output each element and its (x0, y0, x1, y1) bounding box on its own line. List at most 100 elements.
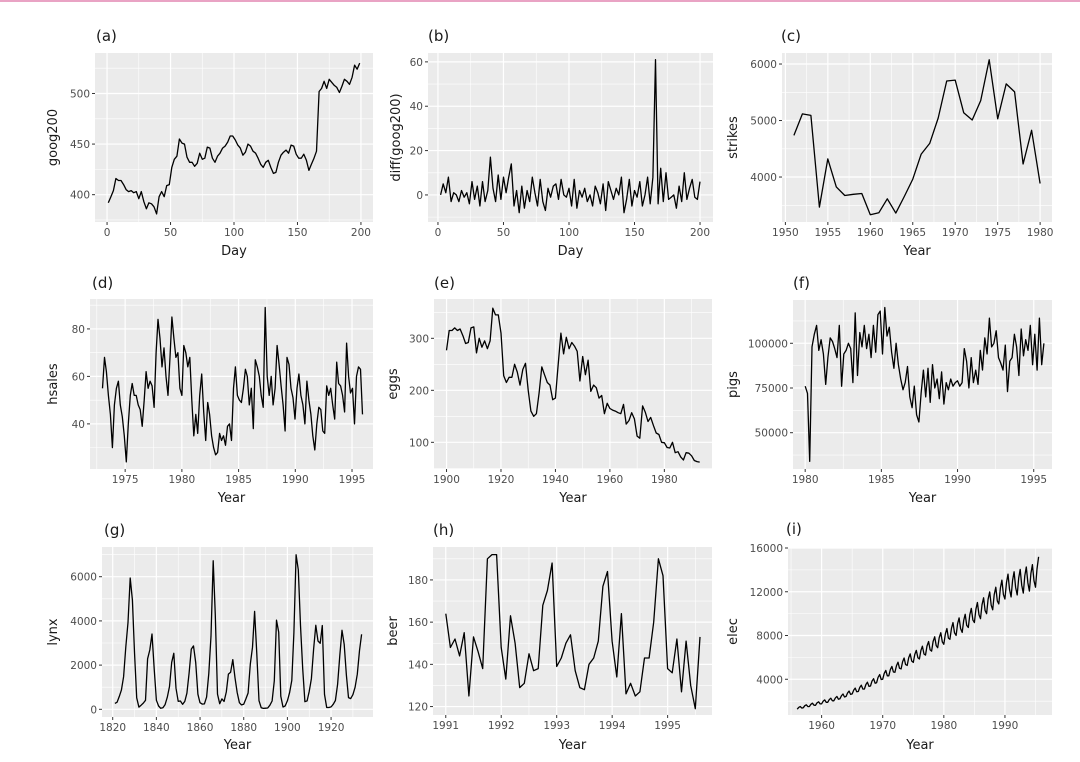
x-tick-label: 100 (224, 227, 244, 239)
x-axis-title: Year (217, 491, 246, 506)
series-line-beer (445, 553, 701, 710)
x-tick-label: 0 (104, 227, 111, 239)
x-axis-title: Year (905, 738, 934, 753)
x-tick-label: 50 (497, 227, 510, 239)
y-tick-label: 0 (416, 190, 423, 202)
y-axis-title: pigs (726, 371, 741, 398)
series-line-pigs (804, 306, 1045, 462)
x-tick-label: 1985 (868, 474, 895, 486)
y-tick-label: 300 (409, 333, 429, 345)
y-tick-label: 75000 (755, 383, 788, 395)
x-tick-label: 1820 (99, 722, 126, 734)
y-tick-label: 2000 (70, 660, 97, 672)
panel-label: (e) (434, 274, 455, 292)
x-tick-label: 1950 (772, 227, 799, 239)
y-tick-label: 4000 (750, 172, 777, 184)
x-tick-label: 150 (287, 227, 307, 239)
y-tick-label: 12000 (750, 587, 783, 599)
x-tick-label: 1965 (899, 227, 926, 239)
x-tick-label: 1985 (225, 474, 252, 486)
panel-label: (c) (781, 27, 801, 45)
series-line-eggs (445, 307, 700, 463)
x-tick-label: 1980 (1027, 227, 1054, 239)
x-tick-label: 150 (624, 227, 644, 239)
x-axis-title: Day (221, 244, 247, 259)
panel-e: 1900 1920 1940 1960 1980 100 200 300 (e) Year eggs (386, 274, 712, 506)
x-tick-label: 100 (559, 227, 579, 239)
x-tick-label: 1990 (992, 720, 1019, 732)
x-tick-label: 1940 (542, 474, 569, 486)
top-border (0, 0, 1080, 2)
x-axis-title: Year (223, 738, 252, 753)
y-tick-label: 60 (410, 57, 423, 69)
series-line-diff-goog200- (439, 59, 701, 214)
x-tick-label: 1970 (869, 720, 896, 732)
panel-g: 1820 1840 1860 1880 1900 1920 0 2000 4000 6000 (g)… (46, 521, 373, 753)
x-tick-label: 1920 (318, 722, 345, 734)
series-line-elec (796, 556, 1040, 710)
y-tick-label: 100 (409, 437, 429, 449)
panel-a: 0 50 100 150 200 400 450 500 (a) Day goog200 (46, 27, 373, 259)
x-tick-label: 1975 (984, 227, 1011, 239)
y-tick-label: 500 (70, 88, 90, 100)
x-tick-label: 1994 (599, 720, 626, 732)
panel-i: 1960 1970 1980 1990 4000 8000 12000 16000(i) Yea… (726, 520, 1052, 753)
x-tick-label: 1960 (597, 474, 624, 486)
y-axis-title: elec (726, 618, 741, 645)
x-tick-label: 200 (690, 227, 710, 239)
y-tick-label: 6000 (750, 59, 777, 71)
y-tick-label: 4000 (756, 674, 783, 686)
x-tick-label: 1840 (143, 722, 170, 734)
panel-h: 1991 1992 1993 1994 1995 120 140 160 180 (h) Year b… (386, 521, 712, 753)
plot-background (434, 299, 712, 469)
y-tick-label: 4000 (70, 616, 97, 628)
y-tick-label: 40 (72, 419, 85, 431)
x-axis-title: Year (902, 244, 931, 259)
x-axis-title: Year (558, 738, 587, 753)
series-line-goog200 (107, 62, 361, 215)
y-tick-label: 40 (410, 101, 423, 113)
x-tick-label: 1900 (274, 722, 301, 734)
panel-f: 1980 1985 1990 1995 50000 75000 100000 (f) Year p… (726, 274, 1052, 506)
plot-background (102, 547, 373, 717)
x-tick-label: 1920 (488, 474, 515, 486)
y-tick-label: 80 (72, 324, 85, 336)
panel-label: (a) (96, 27, 117, 45)
series-line-strikes (793, 59, 1041, 216)
y-tick-label: 5000 (750, 116, 777, 128)
x-tick-label: 200 (351, 227, 371, 239)
x-tick-label: 1960 (857, 227, 884, 239)
x-tick-label: 1955 (814, 227, 841, 239)
x-tick-label: 1980 (651, 474, 678, 486)
y-tick-label: 16000 (750, 543, 783, 555)
x-tick-label: 1991 (432, 720, 459, 732)
y-tick-label: 140 (408, 659, 428, 671)
y-tick-label: 120 (408, 702, 428, 714)
y-tick-label: 400 (70, 190, 90, 202)
y-tick-label: 60 (72, 371, 85, 383)
x-tick-label: 1880 (230, 722, 257, 734)
x-tick-label: 0 (435, 227, 442, 239)
x-tick-label: 1900 (433, 474, 460, 486)
series-line-lynx (114, 554, 363, 710)
y-axis-title: eggs (386, 368, 401, 400)
x-tick-label: 1993 (543, 720, 570, 732)
panel-label: (i) (786, 520, 802, 538)
y-axis-title: lynx (46, 618, 61, 646)
x-tick-label: 1980 (169, 474, 196, 486)
y-tick-label: 450 (70, 139, 90, 151)
y-tick-label: 160 (408, 617, 428, 629)
x-axis-title: Year (558, 491, 587, 506)
x-tick-label: 1995 (1020, 474, 1047, 486)
panel-label: (d) (92, 274, 113, 292)
x-tick-label: 1860 (187, 722, 214, 734)
y-axis-title: goog200 (46, 109, 61, 166)
panel-label: (f) (793, 274, 810, 292)
panel-label: (g) (104, 521, 125, 539)
x-axis-title: Year (908, 491, 937, 506)
x-tick-label: 1960 (808, 720, 835, 732)
x-tick-label: 1970 (942, 227, 969, 239)
x-tick-label: 1980 (792, 474, 819, 486)
plot-background (788, 548, 1052, 715)
